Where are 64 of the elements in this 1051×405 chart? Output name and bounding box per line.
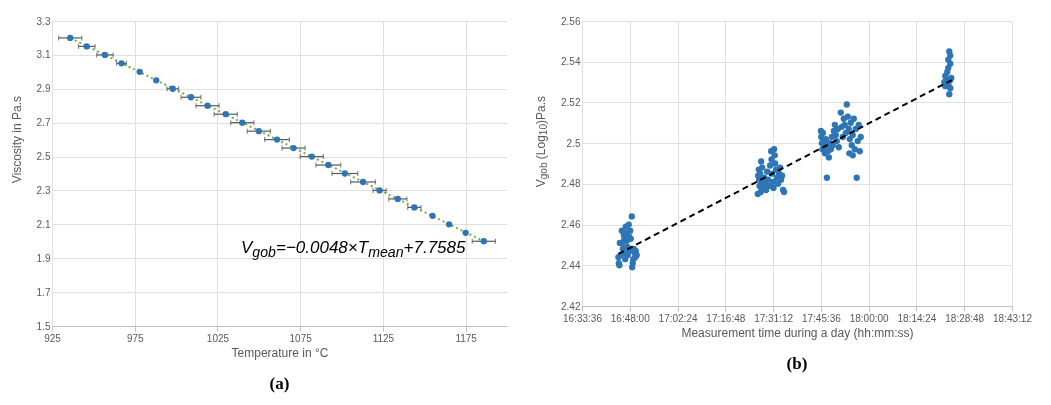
x-tick-label: 975 xyxy=(126,332,145,344)
x-tick-label: 925 xyxy=(44,332,62,344)
x-tick-label: 16:48:00 xyxy=(610,312,651,324)
x-tick-label: 18:43:12 xyxy=(993,312,1033,324)
y-tick-label: 2.54 xyxy=(561,56,581,68)
point xyxy=(169,85,176,92)
point xyxy=(308,153,315,160)
y-tick-label: 2.9 xyxy=(36,83,51,95)
point xyxy=(341,170,349,177)
x-tick-label: 17:45:36 xyxy=(801,312,842,324)
y-tick-label: 2.5 xyxy=(566,137,581,149)
point xyxy=(222,111,229,118)
x-tick-label: 1075 xyxy=(289,332,313,344)
point xyxy=(273,136,281,143)
y-tick-label: 2.1 xyxy=(36,218,51,230)
y-tick-label: 3.1 xyxy=(36,49,51,61)
y-axis-title: Viscosity in Pa.s xyxy=(10,96,24,184)
point xyxy=(376,187,383,194)
point xyxy=(136,68,143,75)
x-tick-label: 18:28:48 xyxy=(945,312,985,324)
y-tick-label: 2.42 xyxy=(561,300,581,312)
y-tick-label: 3.3 xyxy=(36,15,51,27)
y-tick-label: 2.52 xyxy=(561,96,581,108)
x-tick-label: 17:31:12 xyxy=(754,312,794,324)
point xyxy=(480,238,487,245)
x-tick-label: 17:16:48 xyxy=(706,312,746,324)
text: (b) xyxy=(786,354,808,373)
x-axis-title: Measurement time during a day (hh:mm:ss) xyxy=(681,325,914,340)
y-tick-label: 1.7 xyxy=(36,286,51,298)
annotation: V$_{gob}$=−0.0048×T$_{mean}$+7.7585 xyxy=(241,238,466,261)
point xyxy=(394,195,401,203)
y-tick-label: 2.56 xyxy=(561,15,581,27)
point xyxy=(83,43,90,50)
point xyxy=(445,221,453,228)
point xyxy=(411,204,418,211)
y-tick-label: 2.5 xyxy=(36,151,51,163)
text: (a) xyxy=(269,374,290,393)
y-tick-label: 2.44 xyxy=(561,259,581,271)
point xyxy=(359,178,367,186)
x-tick-label: 16:33:36 xyxy=(563,312,603,324)
y-tick-label: 2.7 xyxy=(36,117,51,129)
point xyxy=(290,144,297,152)
point xyxy=(204,102,211,109)
point xyxy=(429,212,436,220)
x-tick-label: 1125 xyxy=(372,332,395,344)
x-tick-label: 1025 xyxy=(206,332,230,344)
y-tick-label: 2.3 xyxy=(36,184,51,196)
point xyxy=(255,127,262,135)
point xyxy=(153,77,160,84)
point xyxy=(101,51,109,59)
x-tick-label: 18:14:24 xyxy=(897,312,937,324)
x-tick-label: 17:02:24 xyxy=(658,312,698,324)
y-tick-label: 1.5 xyxy=(36,320,51,332)
y-tick-label: 1.9 xyxy=(36,252,51,264)
point xyxy=(325,161,332,169)
point xyxy=(67,34,74,42)
y-tick-label: 2.48 xyxy=(561,178,581,190)
point xyxy=(187,94,195,101)
x-tick-label: 18:00:00 xyxy=(849,312,890,324)
x-axis-title: Temperature in °C xyxy=(231,345,329,360)
y-tick-label: 2.46 xyxy=(561,219,581,231)
x-tick-label: 1175 xyxy=(455,332,478,344)
point xyxy=(239,119,246,126)
point xyxy=(462,229,469,236)
